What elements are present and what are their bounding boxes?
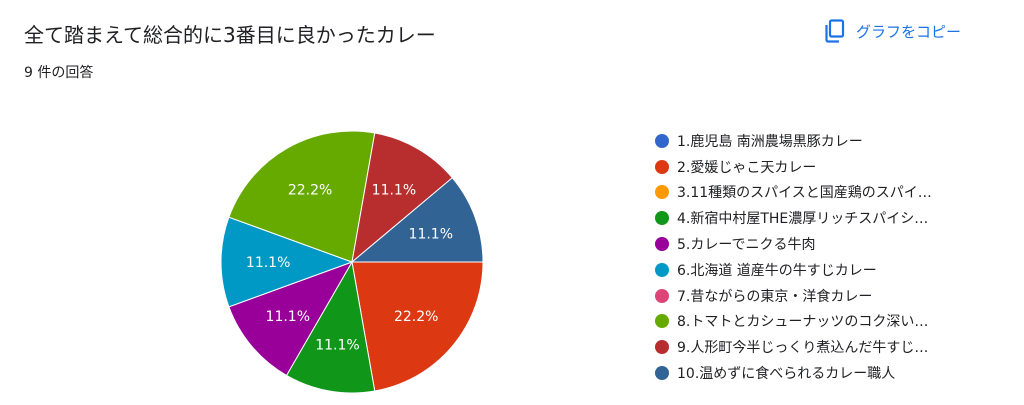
copy-chart-label: グラフをコピー [856,22,962,41]
legend-swatch [655,340,669,355]
pie-slice[interactable] [228,130,376,263]
legend-label: 5.カレーでニクる牛肉 [677,237,816,254]
legend-item[interactable]: 10.温めずに食べられるカレー職人 [655,360,1000,386]
slice-percent-label: 22.2% [288,182,332,198]
legend-swatch [655,185,669,200]
legend-swatch [655,237,669,252]
pie-slice[interactable] [220,216,354,308]
legend-item[interactable]: 7.昔ながらの東京・洋食カレー [655,283,1000,309]
legend-label: 8.トマトとカシューナッツのコク深い… [677,314,929,331]
legend-label: 3.11種類のスパイスと国産鶏のスパイ… [677,185,932,202]
legend-label: 9.人形町今半じっくり煮込んだ牛すじ… [677,340,929,357]
legend-item[interactable]: 2.愛媛じゃこ天カレー [655,154,1000,180]
slice-percent-label: 11.1% [315,338,359,354]
legend-label: 2.愛媛じゃこ天カレー [677,159,817,176]
legend-swatch [655,211,669,226]
slice-percent-label: 11.1% [372,182,416,198]
legend-item[interactable]: 6.北海道 道産牛の牛すじカレー [655,257,1000,283]
chart-legend: 1.鹿児島 南洲農場黒豚カレー 2.愛媛じゃこ天カレー 3.11種類のスパイスと国産… [655,128,1000,386]
slice-percent-label: 11.1% [246,255,290,271]
pie-slice[interactable] [228,261,354,377]
slice-percent-label: 11.1% [266,309,310,325]
chart-title: 全て踏まえて総合的に3番目に良かったカレー [24,23,436,47]
copy-chart-button[interactable]: グラフをコピー [818,14,967,48]
legend-label: 4.新宿中村屋THE濃厚リッチスパイシ… [677,211,929,228]
copy-icon [824,19,846,43]
pie-slice[interactable] [285,260,376,394]
legend-item[interactable]: 5.カレーでニクる牛肉 [655,231,1000,257]
legend-label: 10.温めずに食べられるカレー職人 [677,366,896,383]
pie-slice[interactable] [350,177,484,263]
legend-label: 1.鹿児島 南洲農場黒豚カレー [677,133,863,150]
legend-item[interactable]: 3.11種類のスパイスと国産鶏のスパイ… [655,180,1000,206]
legend-item[interactable]: 1.鹿児島 南洲農場黒豚カレー [655,128,1000,154]
legend-swatch [655,159,669,174]
pie-slice[interactable] [351,132,454,264]
legend-label: 7.昔ながらの東京・洋食カレー [677,288,873,305]
pie-slice[interactable] [351,261,484,392]
slice-percent-label: 22.2% [394,309,438,325]
legend-item[interactable]: 9.人形町今半じっくり煮込んだ牛すじ… [655,334,1000,360]
legend-label: 6.北海道 道産牛の牛すじカレー [677,262,877,279]
legend-item[interactable]: 8.トマトとカシューナッツのコク深い… [655,309,1000,335]
legend-swatch [655,366,669,381]
legend-swatch [655,314,669,329]
slice-percent-label: 11.1% [409,226,453,242]
legend-swatch [655,133,669,148]
response-count: 9 件の回答 [24,65,94,81]
legend-swatch [655,262,669,277]
legend-swatch [655,288,669,303]
legend-item[interactable]: 4.新宿中村屋THE濃厚リッチスパイシ… [655,205,1000,231]
